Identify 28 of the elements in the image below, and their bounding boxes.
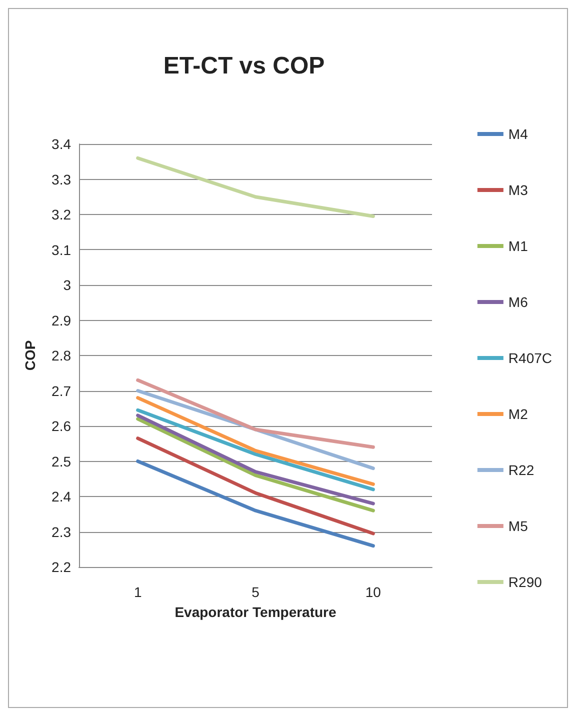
y-tick-label: 3.4	[52, 136, 72, 152]
legend-label: M5	[508, 518, 528, 534]
y-tick-label: 2.4	[52, 488, 72, 504]
y-tick-label: 2.5	[52, 453, 72, 470]
y-tick-label: 3	[63, 277, 72, 293]
legend-label: R407C	[508, 350, 552, 366]
y-tick-label: 2.7	[52, 382, 72, 399]
x-axis-title: Evaporator Temperature	[174, 604, 336, 620]
y-tick-label: 3.1	[52, 242, 72, 258]
y-tick-label: 2.9	[52, 312, 72, 328]
y-tick-label: 2.8	[52, 348, 72, 364]
legend-label: M2	[508, 406, 528, 422]
y-tick-label: 2.6	[52, 418, 72, 434]
legend-label: M4	[508, 126, 528, 142]
x-tick-label: 1	[134, 584, 142, 600]
legend-label: M6	[508, 294, 528, 310]
legend-label: M3	[508, 182, 528, 198]
y-tick-label: 3.2	[52, 206, 72, 222]
y-tick-label: 3.3	[52, 171, 72, 188]
y-axis-title: COP	[22, 340, 38, 371]
x-tick-label: 5	[252, 584, 260, 600]
x-tick-label: 10	[365, 584, 382, 600]
y-tick-label: 2.3	[52, 524, 72, 540]
legend-label: R22	[508, 462, 534, 478]
y-tick-label: 2.2	[52, 559, 72, 575]
legend-label: M1	[508, 238, 528, 254]
chart-title: ET-CT vs COP	[163, 52, 325, 80]
legend-label: R290	[508, 574, 542, 590]
